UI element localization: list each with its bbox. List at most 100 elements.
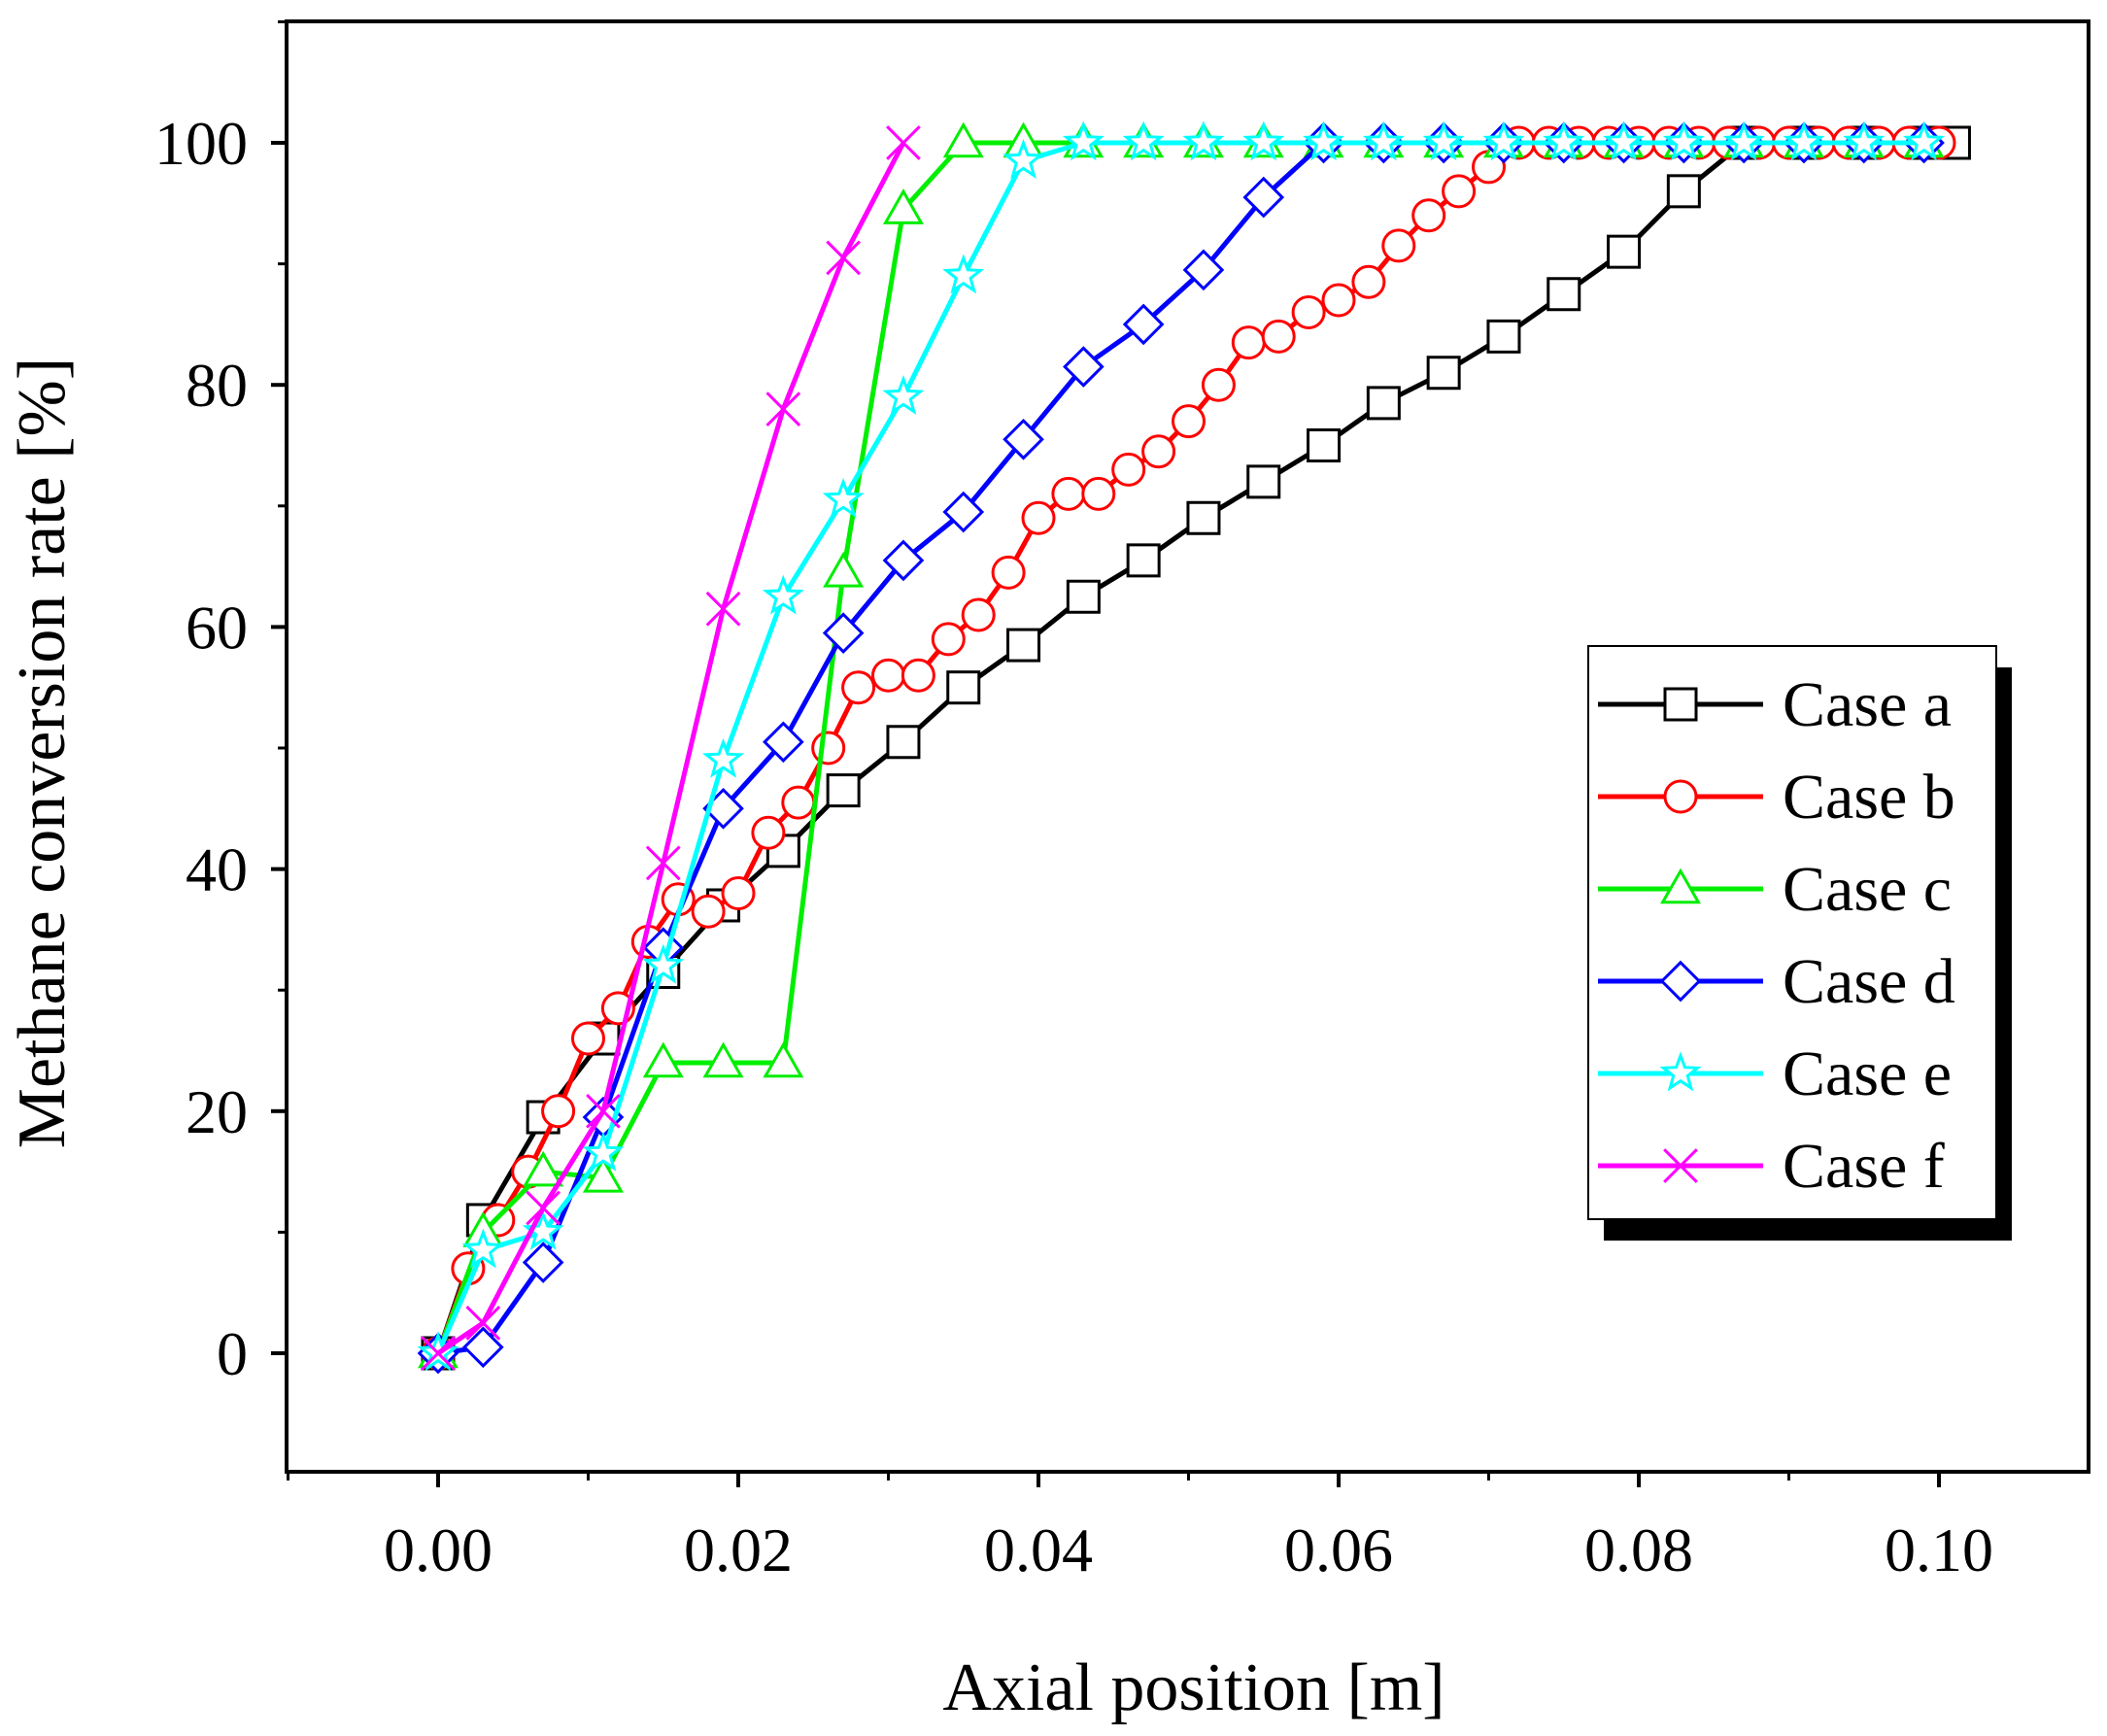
data-point-circle <box>571 1021 605 1056</box>
data-point-star <box>1722 120 1765 161</box>
data-point-triangle <box>763 1041 804 1078</box>
data-point-circle <box>721 876 756 911</box>
data-point-star <box>1903 120 1946 161</box>
x-marker-stroke <box>645 845 681 881</box>
x-marker-stroke <box>421 1336 456 1371</box>
data-point-star <box>882 375 925 415</box>
legend-item: Case b <box>1598 762 1955 833</box>
legend-label: Case c <box>1783 854 1952 925</box>
data-point-square <box>826 773 861 808</box>
data-point-star <box>1659 1051 1702 1092</box>
y-tick-label: 100 <box>154 109 248 178</box>
data-point-star <box>1662 120 1705 161</box>
data-point-star <box>582 1131 625 1172</box>
legend-item: Case d <box>1598 946 1955 1017</box>
x-marker-stroke <box>705 591 741 627</box>
data-point-circle <box>1111 452 1146 487</box>
data-point-diamond <box>1242 176 1285 219</box>
x-marker-stroke <box>586 1093 621 1129</box>
data-point-triangle <box>582 1156 624 1193</box>
x-tick-label: 0.00 <box>384 1515 493 1584</box>
data-point-star <box>461 1228 504 1269</box>
data-point-circle <box>1351 264 1386 299</box>
x-marker-stroke <box>886 125 921 160</box>
data-point-square <box>1006 628 1041 663</box>
legend-label: Case a <box>1783 669 1952 740</box>
data-point-star <box>1362 120 1405 161</box>
data-point-circle <box>1141 434 1176 469</box>
data-point-square <box>1366 386 1401 421</box>
data-point-circle <box>1663 779 1698 814</box>
data-point-square <box>1486 319 1521 354</box>
x-marker-stroke <box>465 1305 501 1341</box>
legend-box <box>1587 645 1997 1220</box>
data-point-circle <box>1381 228 1416 263</box>
data-point-circle <box>1411 198 1446 233</box>
data-point-star <box>1303 120 1345 161</box>
data-point-x <box>826 240 862 276</box>
series-layer <box>417 120 1971 1375</box>
data-point-diamond <box>822 612 865 654</box>
data-point-circle <box>541 1094 576 1129</box>
x-tick-label: 0.02 <box>684 1515 793 1584</box>
x-tick-label: 0.10 <box>1885 1515 1993 1584</box>
data-point-x <box>765 391 801 426</box>
legend-item: Case a <box>1598 669 1952 740</box>
data-point-triangle <box>823 551 865 588</box>
data-point-square <box>1307 428 1342 462</box>
x-tick-label: 0.08 <box>1584 1515 1693 1584</box>
data-point-diamond <box>1659 960 1702 1003</box>
data-point-diamond <box>1182 249 1225 291</box>
data-point-triangle <box>1660 868 1701 904</box>
data-point-diamond <box>462 1326 504 1369</box>
data-point-circle <box>1201 367 1236 402</box>
legend-label: Case d <box>1783 946 1955 1017</box>
data-point-star <box>702 737 745 778</box>
data-point-circle <box>961 597 996 632</box>
data-point-x <box>705 591 741 627</box>
data-point-star <box>1843 120 1886 161</box>
data-point-x <box>421 1336 456 1371</box>
data-point-triangle <box>523 1150 564 1187</box>
data-point-square <box>1663 687 1698 722</box>
data-point-diamond <box>1003 418 1044 460</box>
y-tick-label: 20 <box>186 1077 248 1146</box>
data-point-triangle <box>702 1041 744 1078</box>
legend-item: Case c <box>1598 854 1952 925</box>
data-point-star <box>1783 120 1825 161</box>
data-point-star <box>822 477 865 518</box>
data-point-square <box>1066 579 1101 614</box>
data-point-square <box>1186 500 1221 535</box>
data-point-star <box>942 254 985 294</box>
data-point-diamond <box>763 721 804 764</box>
legend: Case a Case b Case c Case d Case e Case f <box>1587 645 2012 1241</box>
x-axis-title: Axial position [m] <box>942 1651 1444 1725</box>
data-point-x <box>1663 1148 1698 1183</box>
data-point-star <box>1603 120 1646 161</box>
data-point-star <box>1422 120 1465 161</box>
data-point-circle <box>1051 476 1086 511</box>
data-point-diamond <box>942 491 985 533</box>
x-marker-stroke <box>1663 1148 1698 1183</box>
data-point-star <box>1543 120 1585 161</box>
data-point-circle <box>781 785 816 820</box>
x-tick-label: 0.06 <box>1284 1515 1393 1584</box>
series-case-f <box>421 125 921 1371</box>
data-point-circle <box>1172 404 1206 439</box>
data-point-square <box>1426 356 1461 391</box>
x-tick-label: 0.04 <box>984 1515 1093 1584</box>
data-point-star <box>642 943 685 984</box>
data-point-star <box>522 1209 564 1250</box>
y-tick-label: 40 <box>186 835 248 904</box>
data-point-x <box>886 125 921 160</box>
data-point-x <box>526 1190 561 1226</box>
data-point-square <box>1546 277 1581 312</box>
data-point-x <box>586 1093 621 1129</box>
y-tick-label: 80 <box>186 351 248 420</box>
data-point-square <box>946 670 981 705</box>
data-point-x <box>645 845 681 881</box>
data-point-circle <box>1081 476 1116 511</box>
data-point-star <box>1003 139 1045 180</box>
legend-label: Case f <box>1783 1131 1945 1202</box>
x-marker-stroke <box>826 240 862 276</box>
